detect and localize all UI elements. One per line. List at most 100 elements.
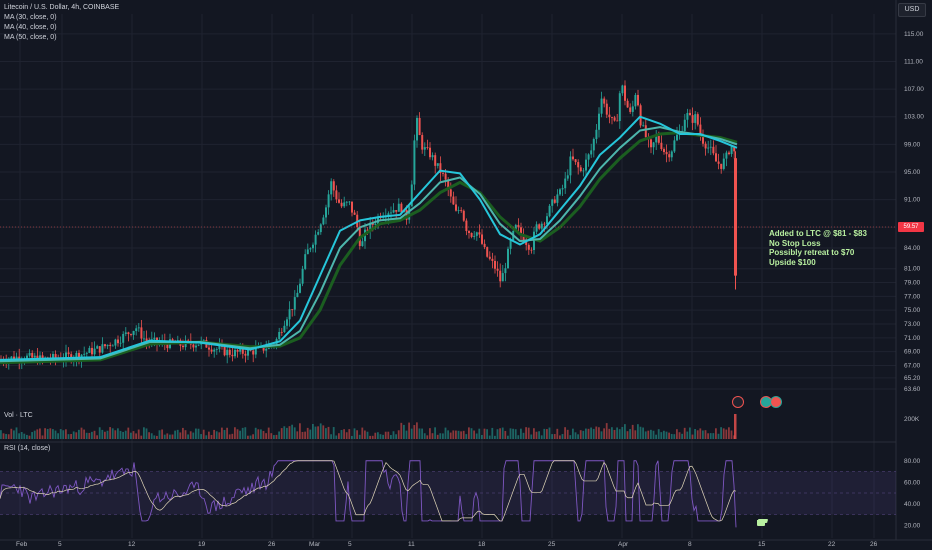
candle-body <box>317 232 320 235</box>
lightning-icon[interactable] <box>732 396 744 408</box>
volume-bar <box>644 431 647 439</box>
candle-body <box>28 352 31 356</box>
candle-body <box>431 155 434 158</box>
volume-bar <box>387 431 390 439</box>
x-tick-label: Mar <box>309 541 321 548</box>
x-tick-label: Apr <box>618 541 629 548</box>
volume-bar <box>286 427 288 439</box>
volume-bar <box>85 432 88 439</box>
candle-body <box>665 152 668 155</box>
candle-body <box>587 154 590 160</box>
rsi-ma-line <box>0 460 737 522</box>
price-tick-label: 81.00 <box>904 266 921 273</box>
candle-body <box>481 234 483 244</box>
volume-bar <box>566 429 569 439</box>
candle-body <box>514 224 517 231</box>
candle-body <box>114 339 117 346</box>
candle-body <box>616 120 619 122</box>
volume-bar <box>379 434 382 439</box>
volume-bar <box>130 432 132 439</box>
candle-body <box>590 150 593 155</box>
ma30-legend[interactable]: MA (30, close, 0) <box>4 14 57 21</box>
candle-body <box>244 353 247 356</box>
candle-body <box>166 344 169 349</box>
volume-bar <box>221 427 223 439</box>
volume-bar <box>88 432 91 439</box>
volume-bar <box>374 432 377 439</box>
volume-bar <box>491 427 494 439</box>
candle-body <box>650 139 652 148</box>
volume-bar <box>150 433 153 439</box>
candle-body <box>644 125 647 138</box>
candle-body <box>608 114 611 118</box>
currency-button[interactable]: USD <box>898 3 926 17</box>
candle-body <box>423 147 426 150</box>
volume-bar <box>670 433 673 439</box>
candle-body <box>304 254 307 269</box>
volume-bar <box>717 433 720 439</box>
volume-bar <box>299 423 301 439</box>
candle-body <box>299 283 301 293</box>
volume-bar <box>582 430 585 439</box>
volume-bar <box>587 428 590 439</box>
volume-bar <box>377 432 379 439</box>
volume-bar <box>109 427 111 439</box>
volume-bar <box>296 431 299 439</box>
event-badge-icon[interactable] <box>770 396 782 408</box>
volume-bar <box>153 435 156 439</box>
candle-body <box>78 352 80 360</box>
volume-bar <box>709 433 712 439</box>
ma40-legend[interactable]: MA (40, close, 0) <box>4 24 57 31</box>
volume-bar <box>436 434 439 439</box>
volume-bar <box>734 414 737 439</box>
volume-bar <box>618 429 621 439</box>
candle-body <box>520 227 522 235</box>
candle-body <box>504 268 507 274</box>
volume-bar <box>540 435 543 439</box>
candle-body <box>621 85 624 94</box>
volume-bar <box>715 428 717 439</box>
volume-bar <box>392 431 395 439</box>
candle-body <box>720 163 723 169</box>
candle-body <box>655 135 658 143</box>
candle-body <box>501 273 504 282</box>
volume-bar <box>241 427 244 439</box>
volume-bar <box>722 428 725 439</box>
candle-body <box>85 352 88 354</box>
volume-bar <box>335 435 338 439</box>
volume-bar <box>122 431 124 439</box>
volume-bar <box>473 430 475 439</box>
volume-bar <box>520 428 522 439</box>
candle-body <box>574 159 577 163</box>
x-tick-label: 8 <box>688 541 692 548</box>
ma50-legend[interactable]: MA (50, close, 0) <box>4 34 57 41</box>
candle-body <box>319 224 322 233</box>
volume-bar <box>668 432 670 439</box>
candle-body <box>673 140 676 152</box>
candle-body <box>722 158 725 169</box>
volume-bar <box>182 427 184 439</box>
candle-body <box>278 331 281 340</box>
candle-body <box>335 190 338 200</box>
candle-body <box>709 146 712 148</box>
volume-bar <box>205 435 208 439</box>
volume-bar <box>530 434 533 439</box>
candle-body <box>618 93 621 122</box>
volume-bar <box>218 432 221 439</box>
candle-body <box>286 319 288 326</box>
candle-body <box>525 241 528 245</box>
volume-bar <box>665 431 668 439</box>
volume-bar <box>478 428 481 439</box>
candle-body <box>283 325 286 333</box>
volume-bar <box>332 427 335 439</box>
candle-body <box>93 348 96 355</box>
volume-bar <box>483 428 486 439</box>
volume-bar <box>634 430 637 439</box>
volume-bar <box>694 428 696 439</box>
candle-body <box>613 117 616 121</box>
candle-body <box>527 244 530 250</box>
candle-body <box>530 249 533 251</box>
volume-bar <box>215 431 218 439</box>
volume-bar <box>117 428 119 439</box>
